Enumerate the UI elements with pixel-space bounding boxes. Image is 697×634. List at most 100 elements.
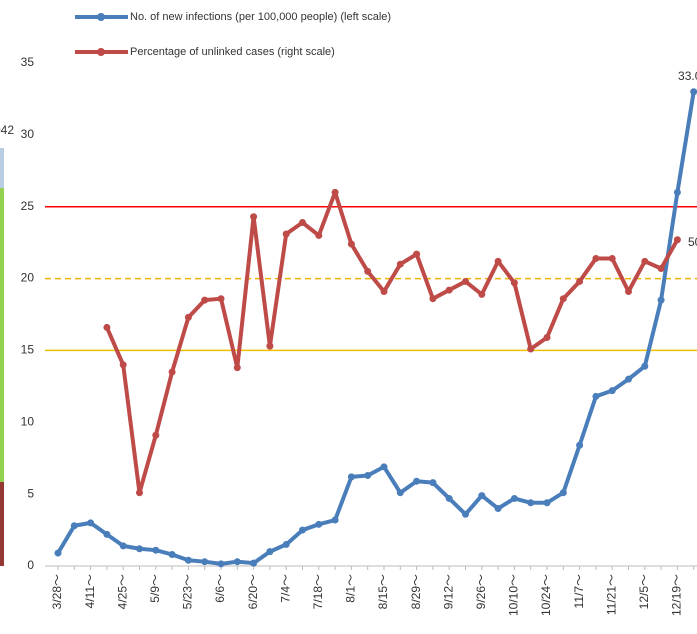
legend-label: Percentage of unlinked cases (right scal…: [130, 46, 335, 58]
x-tick-label: 12/19～: [670, 574, 684, 616]
point: [184, 313, 192, 321]
point: [527, 499, 535, 507]
point: [510, 279, 518, 287]
point: [657, 265, 665, 273]
point: [625, 375, 632, 383]
y-tick-label: 15: [21, 343, 35, 357]
point: [315, 520, 323, 528]
annotation: 042: [0, 123, 14, 137]
point: [54, 549, 62, 557]
point: [380, 288, 388, 296]
point: [445, 494, 453, 502]
x-tick-label: 11/21～: [604, 574, 618, 615]
series-line: [105, 190, 680, 495]
annotation: 50: [688, 235, 697, 249]
point: [266, 548, 274, 556]
point: [119, 361, 127, 369]
point: [152, 546, 160, 554]
legend-marker: [97, 48, 105, 56]
point: [299, 526, 306, 534]
point: [657, 296, 665, 304]
point: [364, 471, 372, 479]
point: [592, 254, 600, 262]
point: [136, 489, 143, 497]
point: [690, 88, 697, 96]
point: [559, 295, 567, 303]
point: [543, 499, 551, 507]
point: [184, 556, 192, 564]
point: [445, 286, 453, 294]
x-tick-label: 3/28～: [50, 574, 64, 609]
point: [233, 364, 241, 372]
point: [331, 188, 339, 196]
point: [494, 505, 502, 513]
y-tick-label: 25: [21, 199, 35, 213]
legend-label: No. of new infections (per 100,000 peopl…: [130, 11, 391, 23]
x-tick-label: 6/6～: [213, 574, 227, 603]
point: [250, 213, 258, 221]
point: [543, 333, 551, 341]
point: [266, 342, 274, 350]
point: [462, 510, 469, 518]
x-tick-label: 10/24～: [539, 574, 553, 616]
point: [478, 492, 486, 500]
point: [168, 368, 176, 376]
legend-marker: [97, 13, 105, 21]
point: [608, 254, 616, 262]
y-tick-label: 0: [27, 558, 34, 572]
point: [364, 267, 372, 275]
point: [103, 530, 111, 538]
y-tick-label: 35: [21, 55, 35, 69]
x-tick-label: 12/5～: [637, 574, 651, 609]
point: [462, 277, 469, 285]
point: [608, 387, 616, 395]
point: [347, 473, 355, 481]
cropped-bar: [0, 148, 4, 188]
x-tick-label: 6/20～: [246, 574, 260, 609]
point: [103, 323, 111, 331]
point: [217, 560, 225, 568]
point: [299, 219, 306, 227]
point: [217, 295, 225, 303]
point: [282, 540, 290, 548]
x-tick-label: 8/15～: [376, 574, 390, 609]
point: [396, 489, 404, 497]
x-tick-label: 5/9～: [148, 574, 162, 603]
point: [70, 522, 78, 530]
point: [625, 288, 632, 296]
point: [380, 463, 388, 471]
data-label: 33.0: [678, 69, 697, 83]
point: [641, 362, 649, 370]
point: [429, 479, 437, 487]
x-tick-label: 10/10～: [507, 574, 521, 616]
point: [119, 542, 127, 550]
point: [233, 558, 241, 566]
point: [576, 441, 584, 449]
point: [282, 230, 290, 238]
point: [413, 250, 421, 258]
y-tick-label: 10: [21, 414, 35, 428]
x-tick-label: 8/29～: [409, 574, 423, 609]
point: [201, 558, 209, 566]
point: [527, 345, 535, 353]
point: [201, 296, 209, 304]
point: [673, 236, 681, 244]
point: [250, 559, 258, 567]
point: [87, 519, 95, 527]
x-tick-label: 8/1～: [344, 574, 358, 603]
point: [494, 257, 502, 265]
point: [641, 257, 649, 265]
cropped-bar: [0, 188, 4, 482]
point: [673, 188, 681, 196]
point: [478, 290, 486, 298]
x-tick-label: 7/18～: [311, 574, 325, 609]
y-tick-label: 30: [21, 127, 35, 141]
x-tick-label: 9/12～: [441, 574, 455, 609]
series-line: [56, 91, 696, 566]
point: [315, 231, 323, 239]
y-tick-label: 20: [21, 271, 35, 285]
x-tick-label: 5/23～: [181, 574, 195, 609]
point: [429, 295, 437, 303]
y-tick-label: 5: [27, 486, 34, 500]
point: [152, 431, 160, 439]
